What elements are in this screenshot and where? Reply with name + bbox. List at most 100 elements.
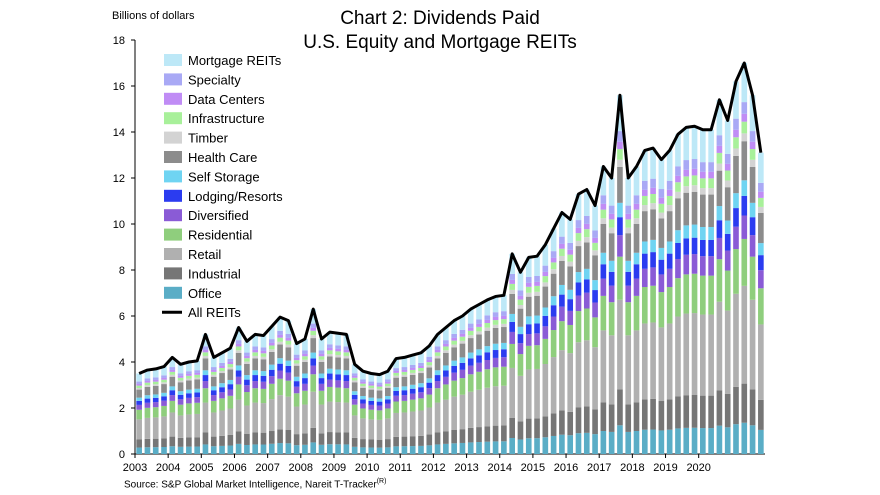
bar-segment [741,195,748,216]
bar-segment [658,197,665,204]
bar-segment [252,381,259,389]
bar-segment [467,374,474,392]
bar-segment [169,369,176,372]
bar-segment [708,395,714,429]
bar-segment [517,272,524,291]
bar-segment [650,193,656,204]
bar-segment [550,357,557,414]
bar-segment [169,446,176,454]
bar-segment [550,262,557,270]
bar-segment [401,371,408,375]
bar-segment [252,349,259,353]
bar-segment [268,351,275,365]
bar-segment [161,392,167,397]
legend-swatch [164,151,182,163]
bar-segment [401,374,408,377]
bar-segment [641,429,648,454]
bar-segment [152,438,159,448]
bar-segment [302,383,308,391]
bar-segment [409,367,416,370]
bar-segment [484,426,491,442]
x-tick-label: 2012 [421,462,445,474]
bar-segment [385,439,391,448]
bar-segment [741,113,748,122]
bar-segment [210,436,217,447]
bar-segment [152,447,159,454]
bar-segment [476,442,482,454]
x-tick-label: 2004 [156,462,180,474]
bar-segment [716,170,723,207]
bar-segment [227,367,234,370]
bar-segment [675,191,681,199]
bar-segment [260,371,267,376]
bar-segment [219,371,225,374]
bar-segment [326,354,333,357]
bar-segment [749,159,756,167]
bar-segment [268,364,275,370]
bar-segment [758,399,764,430]
bar-segment [459,429,466,443]
bar-segment [335,374,341,381]
bar-segment [302,356,308,360]
bar-segment [434,444,441,454]
bar-segment [625,302,632,336]
bar-segment [700,428,706,454]
bar-segment [210,412,217,437]
bar-segment [443,327,449,341]
bar-segment [658,189,665,198]
bar-segment [650,187,656,194]
y-tick-label: 8 [119,265,125,277]
bar-segment [583,189,590,216]
bar-segment [244,392,250,406]
bar-segment [758,182,764,192]
legend-swatch [164,170,182,183]
bar-segment [534,291,540,296]
bar-segment [227,384,234,390]
bar-segment [385,396,391,400]
bar-segment [318,390,325,405]
legend-label: Infrastructure [188,111,265,126]
bar-segment [459,343,466,358]
bar-segment [534,345,540,369]
bar-segment [550,305,557,317]
bar-segment [418,367,424,372]
bar-segment [177,391,184,395]
bar-segment [285,337,292,341]
bar-segment [293,363,300,366]
bar-segment [186,378,192,381]
bar-segment [186,373,192,376]
bar-segment [285,344,292,348]
bar-segment [318,373,325,379]
bar-segment [525,324,532,335]
bar-segment [583,242,590,269]
bar-segment [459,336,466,341]
bar-segment [650,148,656,179]
bar-segment [318,383,325,391]
bar-segment [666,180,673,190]
bar-segment [567,435,574,454]
bar-segment [484,360,491,370]
bar-segment [567,242,574,250]
bar-segment [252,346,259,350]
bar-segment [600,203,607,210]
bar-segment [459,340,466,344]
bar-segment [318,378,325,384]
bar-segment [625,335,632,405]
bar-segment [418,373,424,384]
bar-segment [318,362,325,374]
bar-segment [443,365,449,371]
bar-segment [633,166,640,196]
bar-segment [152,417,159,439]
bar-segment [575,295,582,312]
bar-segment [517,354,524,376]
bar-segment [476,304,482,320]
bar-segment [326,373,333,380]
bar-segment [683,186,690,193]
all-reits-line [138,61,763,377]
bar-segment [393,401,399,413]
bar-segment [650,285,656,323]
y-tick-label: 18 [113,35,125,47]
legend-swatch [164,73,182,86]
bar-segment [351,364,358,374]
bar-segment [244,385,250,393]
